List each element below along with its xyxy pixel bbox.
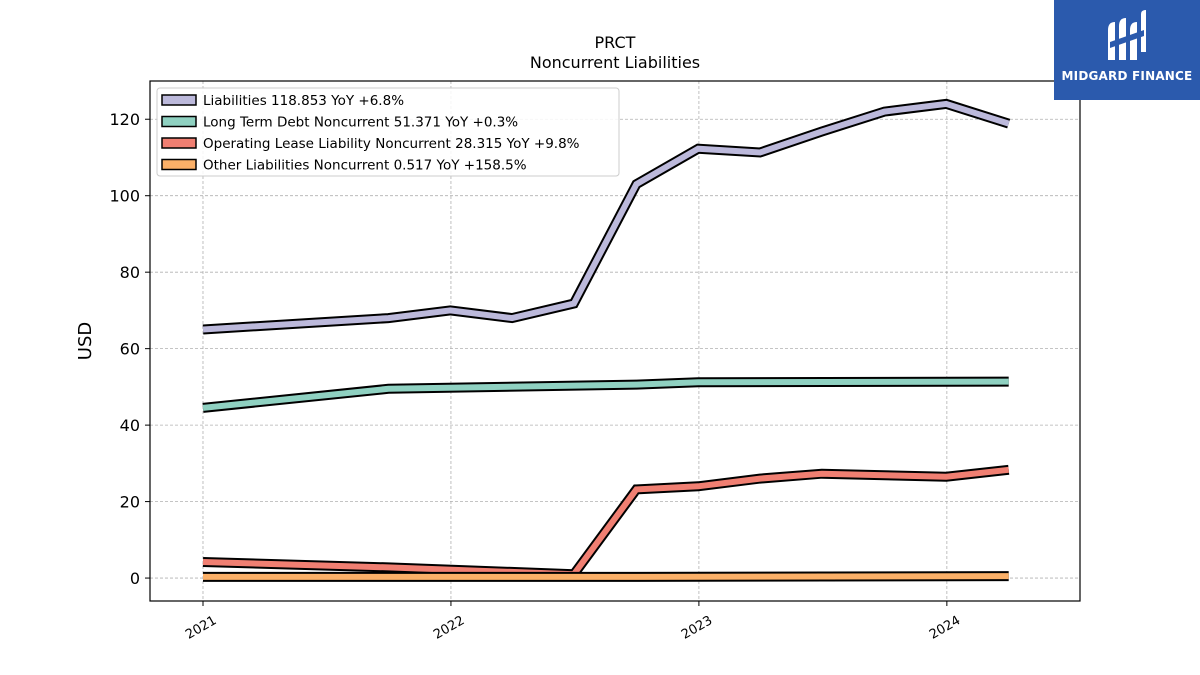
legend-swatch xyxy=(161,94,197,106)
y-tick-label: 100 xyxy=(109,187,140,206)
x-tick-label: 2021 xyxy=(183,613,219,643)
chart-subtitle: Noncurrent Liabilities xyxy=(530,53,700,72)
y-tick-label: 120 xyxy=(109,110,140,129)
x-tick-label: 2022 xyxy=(431,613,467,643)
series-line-0 xyxy=(202,100,1010,333)
y-axis-label: USD xyxy=(75,322,96,360)
legend-label: Other Liabilities Noncurrent 0.517 YoY +… xyxy=(203,158,527,174)
legend-swatch xyxy=(161,158,197,171)
legend-swatch xyxy=(161,115,197,128)
legend-box xyxy=(156,87,620,177)
series-outline-2 xyxy=(202,464,1010,580)
legend-label: Operating Lease Liability Noncurrent 28.… xyxy=(203,136,580,152)
x-tick-label: 2024 xyxy=(927,613,963,643)
x-axis-ticks: 2021 2022 2023 2024 xyxy=(183,601,963,643)
y-tick-label: 60 xyxy=(120,340,140,359)
y-tick-label: 20 xyxy=(120,493,140,512)
legend-label: Long Term Debt Noncurrent 51.371 YoY +0.… xyxy=(203,115,518,131)
x-tick-label: 2023 xyxy=(679,613,715,643)
legend-label: Liabilities 118.853 YoY +6.8% xyxy=(203,93,404,109)
series-lines xyxy=(202,98,1011,582)
y-axis-ticks: 0 20 40 60 80 100 120 xyxy=(109,110,150,588)
legend-swatch xyxy=(161,137,197,149)
series-line-3 xyxy=(203,573,1009,580)
legend: Liabilities 118.853 YoY +6.8% Long Term D… xyxy=(156,87,620,177)
series-line-1 xyxy=(202,378,1009,411)
y-tick-label: 0 xyxy=(130,569,140,588)
brand-mark-icon xyxy=(1108,10,1146,60)
brand-name: MIDGARD FINANCE xyxy=(1061,69,1193,83)
y-tick-label: 40 xyxy=(120,416,140,435)
chart-title: PRCT xyxy=(595,33,636,52)
series-line-2 xyxy=(202,466,1010,578)
plot-area xyxy=(149,80,1081,602)
brand-logo: MIDGARD FINANCE xyxy=(1054,0,1200,100)
y-tick-label: 80 xyxy=(120,263,140,282)
